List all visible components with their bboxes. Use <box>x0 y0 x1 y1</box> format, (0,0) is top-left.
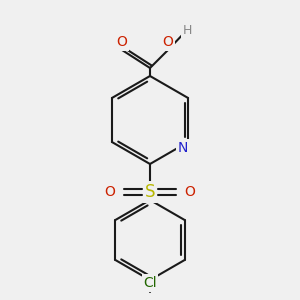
Text: N: N <box>178 141 188 155</box>
Text: O: O <box>105 185 116 199</box>
Text: O: O <box>184 185 195 199</box>
Text: O: O <box>163 35 173 49</box>
Text: H: H <box>182 23 192 37</box>
Text: Cl: Cl <box>143 276 157 290</box>
Text: O: O <box>117 35 128 49</box>
Text: S: S <box>145 183 155 201</box>
